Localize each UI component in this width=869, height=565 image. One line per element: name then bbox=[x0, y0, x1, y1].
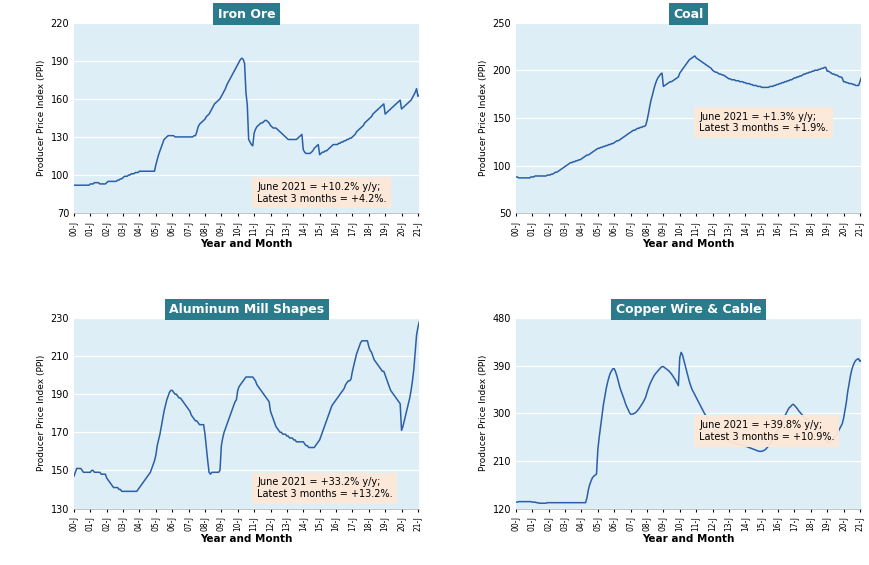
Text: Iron Ore: Iron Ore bbox=[217, 8, 275, 21]
X-axis label: Year and Month: Year and Month bbox=[200, 534, 293, 544]
X-axis label: Year and Month: Year and Month bbox=[200, 238, 293, 249]
Y-axis label: Producer Price Index (PPI): Producer Price Index (PPI) bbox=[37, 355, 46, 471]
Y-axis label: Producer Price Index (PPI): Producer Price Index (PPI) bbox=[479, 60, 488, 176]
Text: Copper Wire & Cable: Copper Wire & Cable bbox=[615, 303, 760, 316]
Y-axis label: Producer Price Index (PPI): Producer Price Index (PPI) bbox=[37, 60, 46, 176]
Text: Coal: Coal bbox=[673, 8, 703, 21]
Text: June 2021 = +10.2% y/y;
Latest 3 months = +4.2%.: June 2021 = +10.2% y/y; Latest 3 months … bbox=[256, 182, 386, 203]
Text: June 2021 = +33.2% y/y;
Latest 3 months = +13.2%.: June 2021 = +33.2% y/y; Latest 3 months … bbox=[256, 477, 392, 499]
Text: June 2021 = +39.8% y/y;
Latest 3 months = +10.9%.: June 2021 = +39.8% y/y; Latest 3 months … bbox=[698, 420, 833, 442]
Text: Aluminum Mill Shapes: Aluminum Mill Shapes bbox=[169, 303, 324, 316]
X-axis label: Year and Month: Year and Month bbox=[641, 534, 734, 544]
Y-axis label: Producer Price Index (PPI): Producer Price Index (PPI) bbox=[479, 355, 488, 471]
Text: June 2021 = +1.3% y/y;
Latest 3 months = +1.9%.: June 2021 = +1.3% y/y; Latest 3 months =… bbox=[698, 111, 827, 133]
X-axis label: Year and Month: Year and Month bbox=[641, 238, 734, 249]
